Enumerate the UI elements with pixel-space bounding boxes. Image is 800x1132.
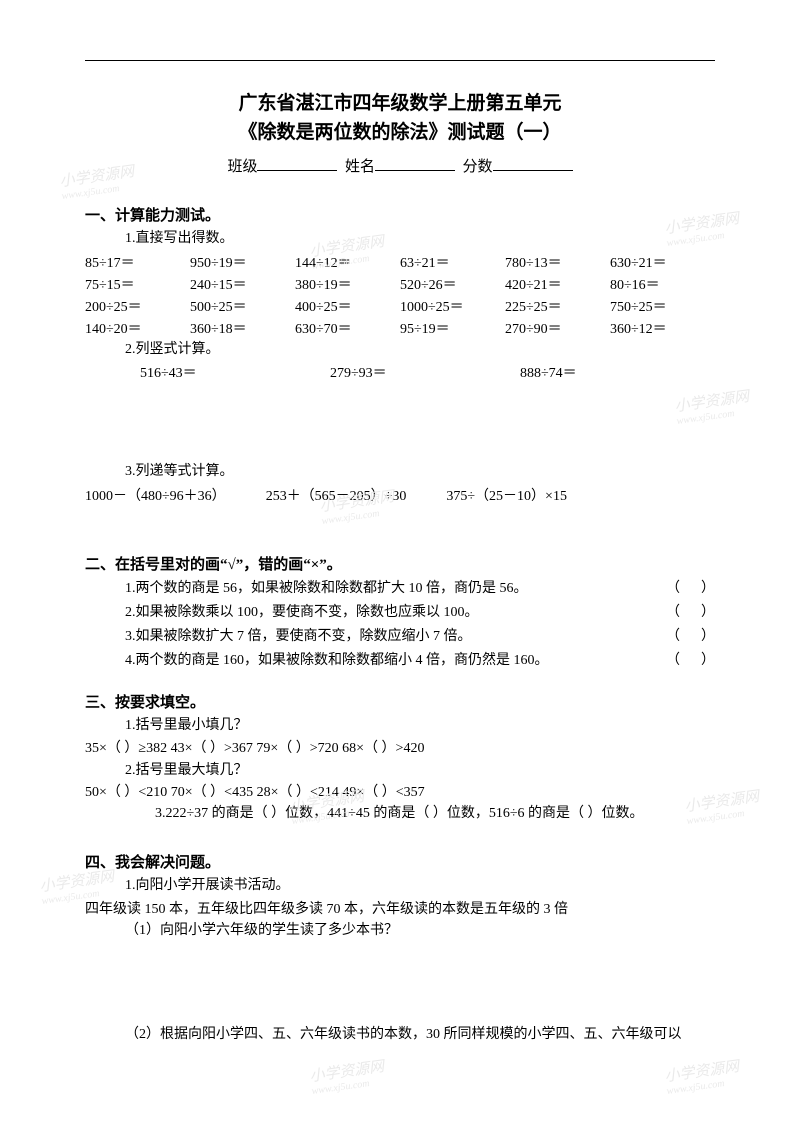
section4-line1: 四年级读 150 本，五年级比四年级多读 70 本，六年级读的本数是五年级的 3… (85, 899, 715, 921)
judge-list: 1.两个数的商是 56，如果被除数和除数都扩大 10 倍，商仍是 56。（ ）2… (85, 578, 715, 671)
stepwise-row: 1000－（480÷96＋36） 253＋（565－205）÷30 375÷（2… (85, 485, 715, 505)
section3-sub3: 3.222÷37 的商是（ ）位数，441÷45 的商是（ ）位数，516÷6 … (155, 803, 715, 825)
section4-sub1: 1.向阳小学开展读书活动。 (125, 876, 715, 896)
calc-cell: 360÷12＝ (610, 318, 715, 338)
section1-sub3: 3.列递等式计算。 (125, 462, 715, 482)
calc-cell: 200÷25＝ (85, 296, 190, 316)
calc-cell: 750÷25＝ (610, 296, 715, 316)
judge-paren[interactable]: （ ） (666, 626, 715, 647)
stepwise-3: 375÷（25－10）×15 (446, 485, 567, 505)
stepwise-1: 1000－（480÷96＋36） (85, 485, 226, 505)
vertical-calc-row: 516÷43＝ 279÷93＝ 888÷74＝ (140, 362, 715, 382)
top-rule (85, 60, 715, 61)
calc-cell: 240÷15＝ (190, 274, 295, 294)
stepwise-2: 253＋（565－205）÷30 (266, 485, 407, 505)
vcalc-2: 279÷93＝ (330, 362, 520, 382)
calc-cell: 75÷15＝ (85, 274, 190, 294)
judge-text: 4.两个数的商是 160，如果被除数和除数都缩小 4 倍，商仍然是 160。 (125, 650, 666, 671)
calc-cell: 950÷19＝ (190, 252, 295, 272)
calc-cell: 500÷25＝ (190, 296, 295, 316)
watermark: 小学资源网www.xj5u.com (663, 1055, 742, 1097)
section-4-heading: 四、我会解决问题。 (85, 851, 715, 872)
section3-sub2: 2.括号里最大填几？ (125, 760, 715, 782)
fill-line-1: 35×（ ）≥382 43×（ ）>367 79×（ ）>720 68×（ ）>… (85, 738, 715, 760)
section1-sub2: 2.列竖式计算。 (125, 340, 715, 360)
watermark: 小学资源网www.xj5u.com (673, 385, 752, 427)
name-blank[interactable] (375, 157, 455, 171)
calc-cell: 63÷21＝ (400, 252, 505, 272)
calc-cell: 144÷12＝ (295, 252, 400, 272)
judge-paren[interactable]: （ ） (666, 602, 715, 623)
score-blank[interactable] (493, 157, 573, 171)
calc-cell: 225÷25＝ (505, 296, 610, 316)
judge-text: 3.如果被除数扩大 7 倍，要使商不变，除数应缩小 7 倍。 (125, 626, 666, 647)
vcalc-3: 888÷74＝ (520, 362, 710, 382)
calc-cell: 85÷17＝ (85, 252, 190, 272)
calc-cell: 630÷70＝ (295, 318, 400, 338)
watermark: 小学资源网www.xj5u.com (308, 1055, 387, 1097)
calc-cell: 520÷26＝ (400, 274, 505, 294)
calc-cell: 1000÷25＝ (400, 296, 505, 316)
calc-cell: 400÷25＝ (295, 296, 400, 316)
section4-q2: （2）根据向阳小学四、五、六年级读书的本数，30 所同样规模的小学四、五、六年级… (125, 1024, 715, 1046)
student-line: 班级 姓名 分数 (85, 155, 715, 176)
vcalc-1: 516÷43＝ (140, 362, 330, 382)
title-line-2: 《除数是两位数的除法》测试题（一） (85, 119, 715, 148)
calc-cell: 95÷19＝ (400, 318, 505, 338)
section-3-heading: 三、按要求填空。 (85, 691, 715, 712)
judge-text: 1.两个数的商是 56，如果被除数和除数都扩大 10 倍，商仍是 56。 (125, 578, 666, 599)
class-label: 班级 (227, 159, 257, 175)
section-1-heading: 一、计算能力测试。 (85, 204, 715, 225)
title-block: 广东省湛江市四年级数学上册第五单元 《除数是两位数的除法》测试题（一） (85, 90, 715, 147)
calc-grid: 85÷17＝950÷19＝144÷12＝63÷21＝780÷13＝630÷21＝… (85, 252, 715, 338)
calc-cell: 80÷16＝ (610, 274, 715, 294)
calc-cell: 420÷21＝ (505, 274, 610, 294)
score-label: 分数 (463, 159, 493, 175)
judge-text: 2.如果被除数乘以 100，要使商不变，除数也应乘以 100。 (125, 602, 666, 623)
calc-cell: 380÷19＝ (295, 274, 400, 294)
class-blank[interactable] (257, 157, 337, 171)
section1-sub1: 1.直接写出得数。 (125, 229, 715, 249)
calc-cell: 630÷21＝ (610, 252, 715, 272)
section4-q1: （1）向阳小学六年级的学生读了多少本书？ (125, 920, 715, 942)
judge-paren[interactable]: （ ） (666, 650, 715, 671)
judge-paren[interactable]: （ ） (666, 578, 715, 599)
section3-sub1: 1.括号里最小填几？ (125, 716, 715, 736)
calc-cell: 360÷18＝ (190, 318, 295, 338)
calc-cell: 140÷20＝ (85, 318, 190, 338)
calc-cell: 780÷13＝ (505, 252, 610, 272)
section-2-heading: 二、在括号里对的画“√”，错的画“×”。 (85, 553, 715, 574)
title-line-1: 广东省湛江市四年级数学上册第五单元 (85, 90, 715, 119)
calc-cell: 270÷90＝ (505, 318, 610, 338)
name-label: 姓名 (345, 159, 375, 175)
fill-line-2: 50×（ ）<210 70×（ ）<435 28×（ ）<214 49×（ ）<… (85, 782, 715, 804)
